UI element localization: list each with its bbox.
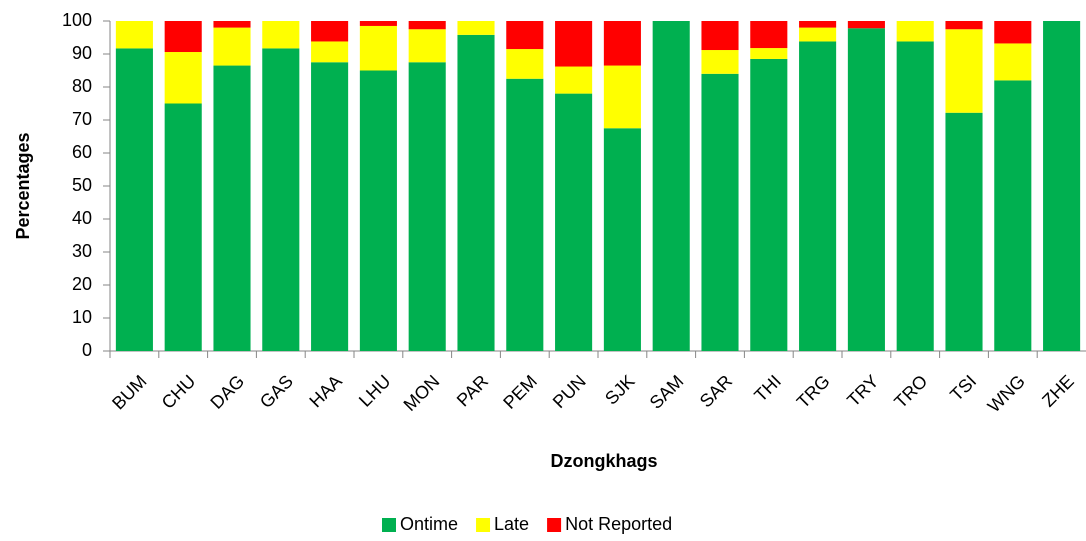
bar-segment [359, 21, 397, 26]
y-axis-title: Percentages [13, 132, 33, 239]
bar-segment [213, 65, 251, 352]
bar-segment [311, 21, 349, 42]
y-tick-label: 40 [72, 208, 92, 228]
bar-segment [115, 48, 153, 351]
bar-segment [603, 128, 641, 351]
bar-segment [408, 62, 446, 351]
bar-segment [213, 21, 251, 28]
bar-segment [408, 21, 446, 30]
y-tick-label: 60 [72, 142, 92, 162]
bar-segment [603, 65, 641, 129]
y-tick-label: 70 [72, 109, 92, 129]
x-tick-label: TSI [946, 371, 980, 405]
bar-segment [994, 43, 1032, 81]
bar-segment [652, 21, 690, 351]
bar-segment [359, 70, 397, 351]
bar-segment [603, 21, 641, 66]
bar-segment [847, 28, 885, 351]
bar-segment [701, 50, 739, 74]
x-tick-label: SAM [646, 371, 688, 413]
bar-segment [945, 29, 983, 113]
bar-segment [750, 48, 788, 59]
bar-segment [701, 73, 739, 352]
x-tick-label: DAG [206, 371, 248, 413]
bar-segment [457, 34, 495, 352]
bar-segment [359, 25, 397, 71]
x-tick-label: CHU [158, 371, 200, 413]
x-tick-label: MON [400, 371, 444, 415]
x-tick-label: SAR [696, 371, 736, 411]
legend-swatch [476, 518, 491, 532]
bar-segment [457, 21, 495, 35]
x-tick-label: TRO [890, 371, 931, 412]
bar-segment [945, 21, 983, 30]
x-tick-label: TRY [843, 371, 882, 410]
bar-segment [1043, 21, 1081, 351]
legend-label: Ontime [400, 514, 458, 534]
bar-segment [945, 112, 983, 352]
bar-segment [164, 103, 202, 351]
bar-segment [994, 21, 1032, 44]
y-tick-label: 0 [82, 340, 92, 360]
legend-label: Late [494, 514, 529, 534]
y-tick-label: 90 [72, 43, 92, 63]
bar-segment [750, 58, 788, 351]
y-tick-label: 30 [72, 241, 92, 261]
bar-segment [262, 48, 300, 351]
x-tick-label: SJK [601, 371, 638, 408]
bar-segment [896, 41, 934, 352]
bar-segment [506, 78, 544, 351]
bar-segment [213, 27, 251, 66]
y-tick-label: 100 [62, 10, 92, 30]
bar-segment [750, 21, 788, 49]
bar-segment [262, 21, 300, 49]
x-tick-label: BUM [108, 371, 150, 413]
bar-segment [994, 80, 1032, 352]
bar-segment [164, 21, 202, 53]
y-tick-label: 50 [72, 175, 92, 195]
bar-segment [799, 27, 837, 42]
bar-segment [799, 41, 837, 352]
x-tick-label: PUN [549, 371, 590, 412]
x-tick-label: LHU [355, 371, 395, 411]
bar-segment [164, 52, 202, 104]
bar-segment [506, 21, 544, 50]
bar-segment [555, 93, 593, 351]
x-tick-label: TRG [793, 371, 834, 412]
bar-segment [847, 21, 885, 29]
bar-segment [506, 49, 544, 79]
x-tick-label: GAS [256, 371, 297, 412]
y-tick-label: 10 [72, 307, 92, 327]
bar-segment [115, 21, 153, 49]
bar-segment [701, 21, 739, 51]
x-axis-title: Dzongkhags [550, 451, 657, 471]
x-tick-label: PAR [453, 371, 492, 410]
bar-segment [555, 21, 593, 67]
bar-segment [311, 62, 349, 351]
x-tick-label: PEM [499, 371, 541, 413]
legend-swatch [382, 518, 396, 532]
y-tick-label: 20 [72, 274, 92, 294]
legend-swatch [547, 518, 562, 532]
bar-segment [555, 66, 593, 94]
x-tick-label: ZHE [1038, 371, 1078, 411]
x-tick-label: HAA [305, 371, 345, 411]
x-tick-label: WNG [984, 371, 1029, 416]
bar-segment [799, 21, 837, 28]
bar-segment [896, 21, 934, 42]
bar-segment [311, 41, 349, 63]
y-tick-label: 80 [72, 76, 92, 96]
bar-segment [408, 29, 446, 63]
legend-label: Not Reported [565, 514, 672, 534]
x-tick-label: THI [750, 371, 785, 406]
